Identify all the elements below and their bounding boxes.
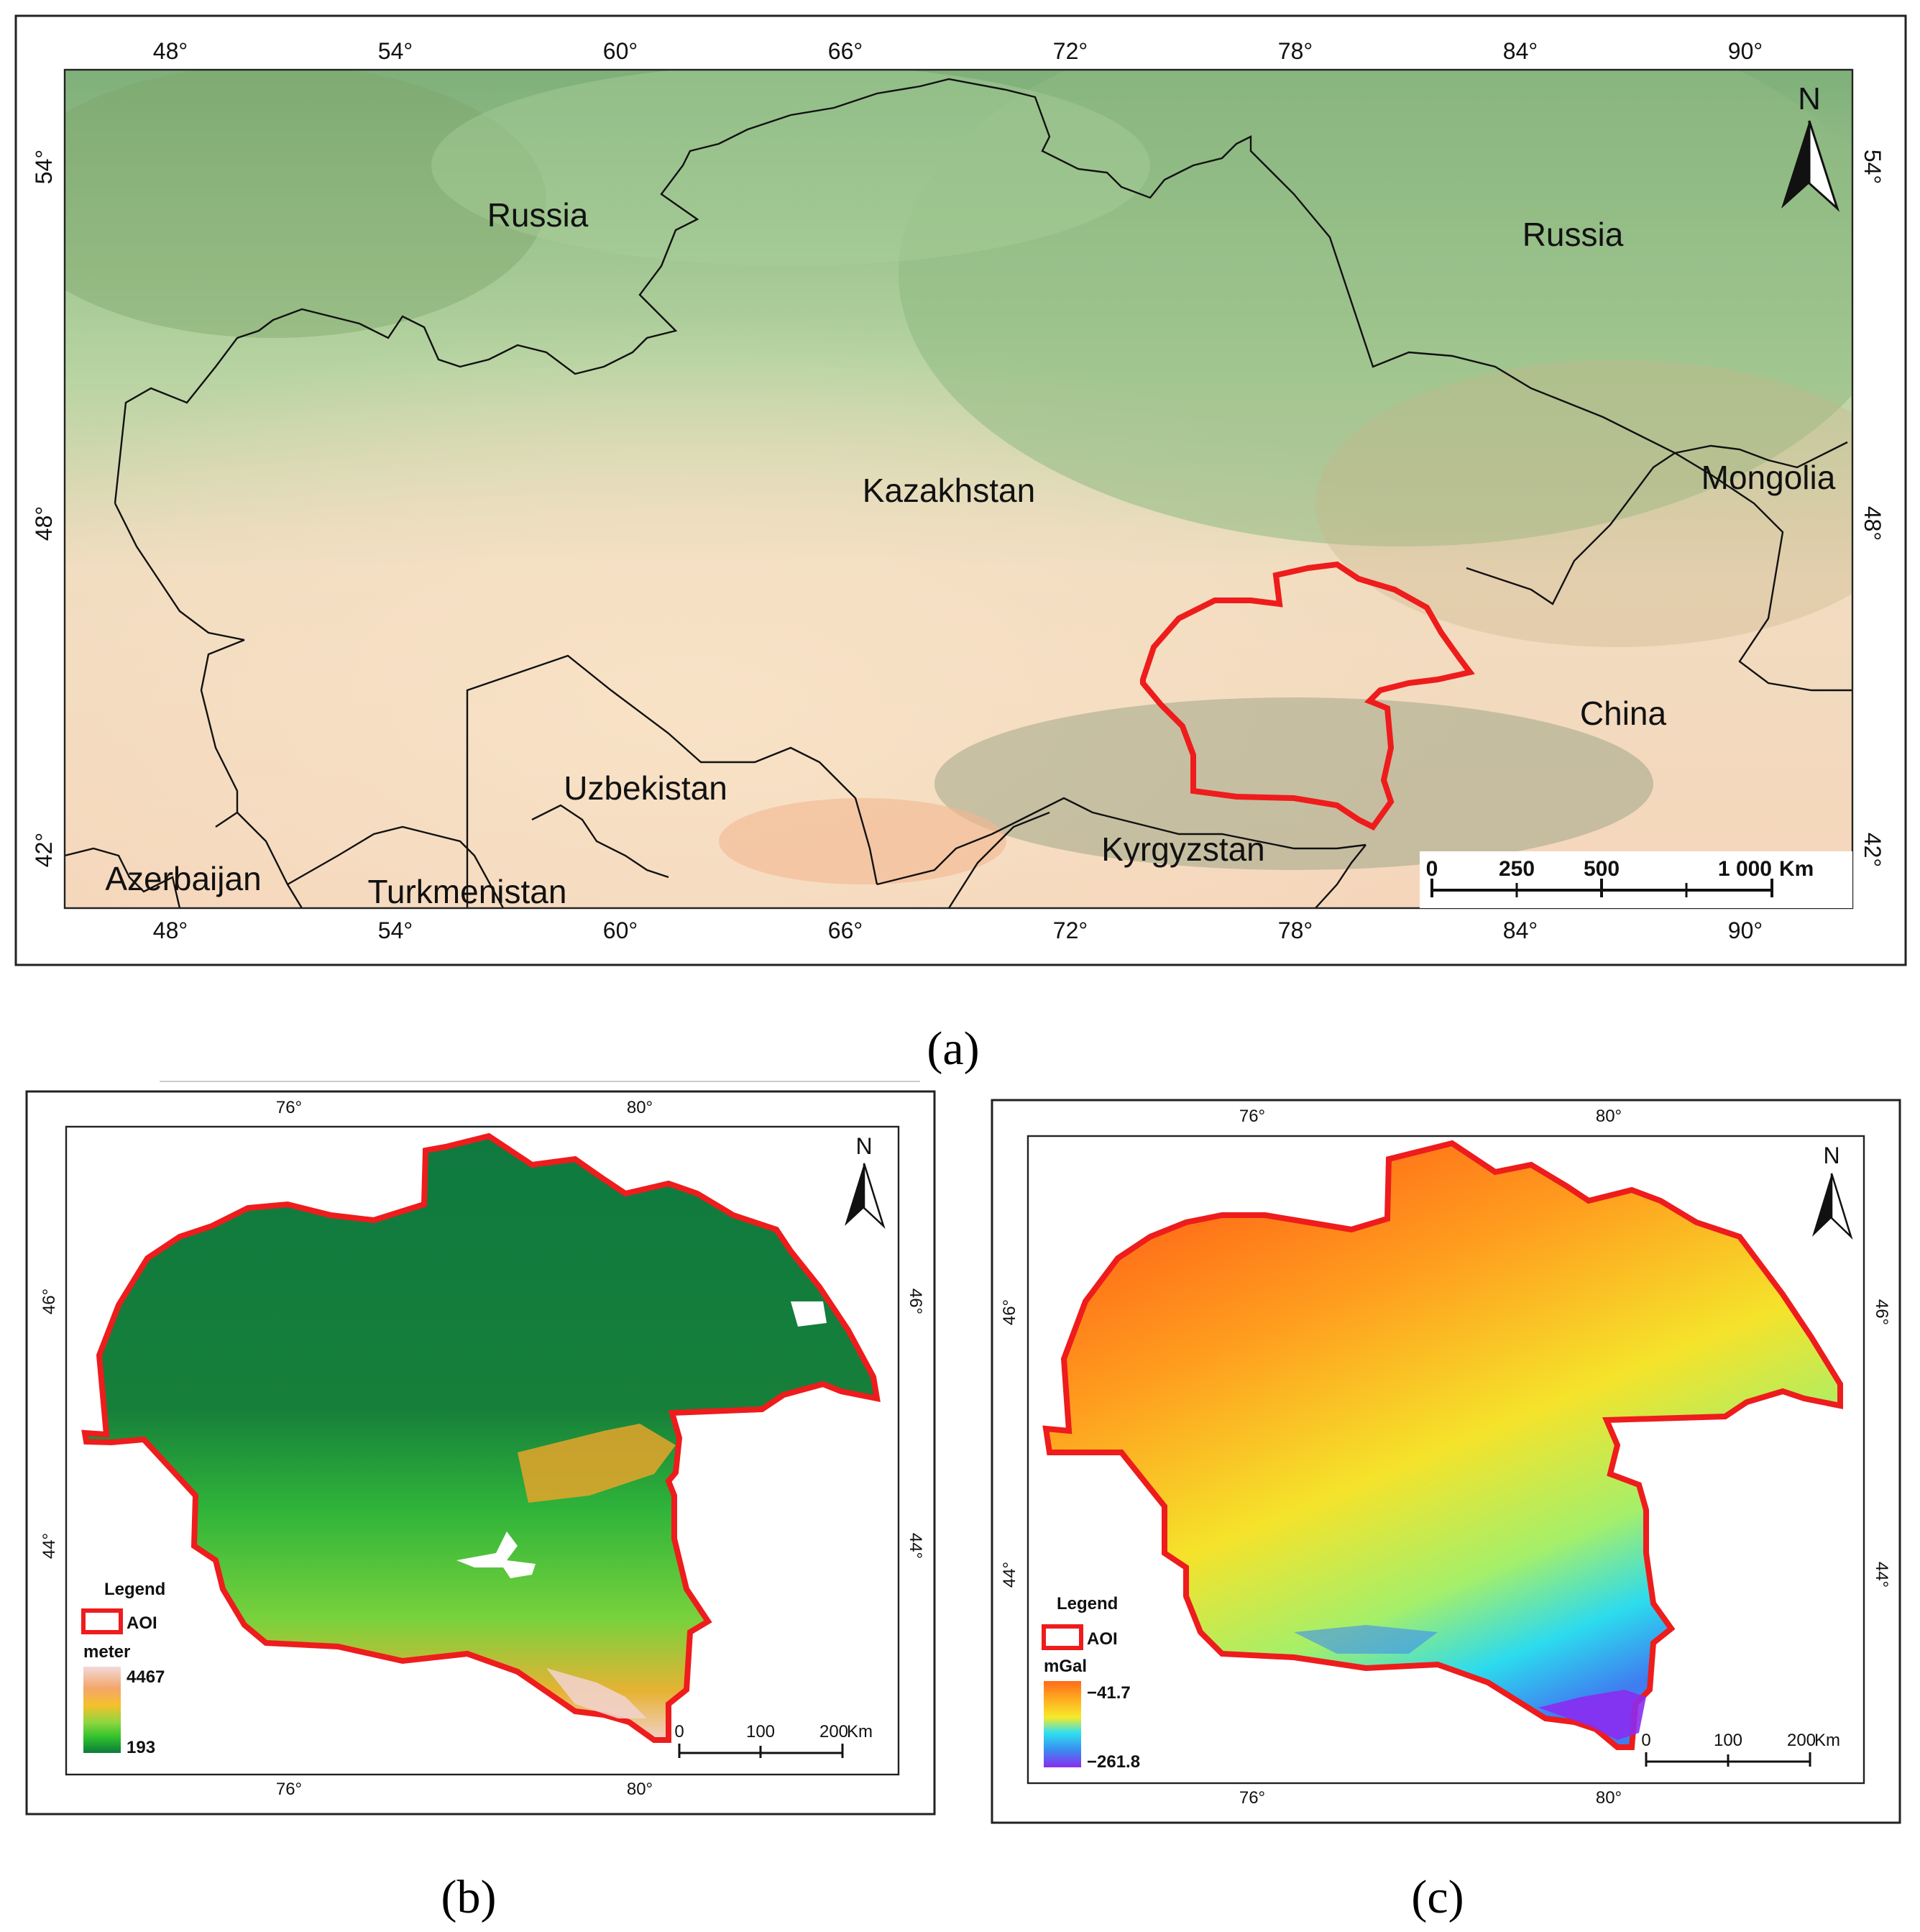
lon-label: 60° — [603, 917, 638, 943]
lon-label: 54° — [378, 38, 413, 64]
lon-label: 72° — [1053, 38, 1088, 64]
svg-text:0: 0 — [674, 1722, 684, 1741]
svg-text:500: 500 — [1584, 857, 1620, 881]
svg-text:AOI: AOI — [1087, 1629, 1118, 1649]
lon-label: 80° — [1596, 1788, 1622, 1808]
lon-label: 72° — [1053, 917, 1088, 943]
svg-text:meter: meter — [83, 1642, 130, 1662]
country-label-russia: Russia — [487, 196, 589, 234]
scale-bar: 0 100 200 Km — [674, 1722, 873, 1758]
aoi-gravity-anomaly — [1042, 1140, 1843, 1750]
panel-a: 48° 54° 60° 66° 72° 78° 84° 90° 48° 54° … — [14, 14, 1907, 1075]
lon-label: 80° — [1596, 1107, 1622, 1126]
lon-label: 76° — [1239, 1788, 1265, 1808]
svg-text:100: 100 — [1714, 1731, 1742, 1750]
svg-text:mGal: mGal — [1044, 1657, 1087, 1676]
svg-text:Km: Km — [847, 1722, 873, 1741]
caption-a: (a) — [927, 1022, 979, 1075]
elevation-color-ramp — [83, 1667, 121, 1753]
lat-label: 44° — [906, 1533, 925, 1559]
gravity-color-ramp — [1044, 1681, 1081, 1767]
lat-label: 44° — [1000, 1562, 1019, 1588]
aoi-elevation — [81, 1132, 881, 1743]
svg-text:Legend: Legend — [104, 1580, 165, 1599]
lon-label: 66° — [828, 917, 863, 943]
svg-text:250: 250 — [1499, 857, 1535, 881]
svg-text:0: 0 — [1641, 1731, 1650, 1750]
lat-label: 54° — [31, 150, 57, 184]
country-label-mongolia: Mongolia — [1701, 459, 1836, 496]
lon-label: 48° — [153, 917, 188, 943]
north-arrow: N — [1781, 81, 1840, 212]
svg-text:N: N — [1798, 81, 1821, 116]
svg-text:N: N — [855, 1133, 872, 1159]
aoi-swatch — [1042, 1624, 1083, 1650]
lat-label: 46° — [1000, 1299, 1019, 1325]
lat-label: 48° — [1860, 506, 1885, 541]
north-arrow: N — [1812, 1143, 1853, 1240]
country-label-kazakhstan: Kazakhstan — [863, 472, 1035, 509]
lon-label: 66° — [828, 38, 863, 64]
lat-label: 44° — [40, 1533, 59, 1559]
scale-bar: 0 100 200 Km — [1641, 1731, 1840, 1767]
aoi-swatch — [81, 1608, 123, 1634]
country-label-turkmenistan: Turkmenistan — [368, 873, 567, 910]
svg-text:100: 100 — [746, 1722, 775, 1741]
lon-label: 80° — [627, 1780, 653, 1799]
caption-b: (b) — [441, 1871, 497, 1923]
lat-label: 42° — [1860, 833, 1885, 867]
lon-label: 76° — [276, 1780, 302, 1799]
svg-text:200: 200 — [1787, 1731, 1816, 1750]
country-label-azerbaijan: Azerbaijan — [105, 860, 261, 897]
panel-b: 76° 80° 76° 80° 46° 44° 46° 44° N Legend… — [25, 1090, 936, 1923]
svg-text:N: N — [1823, 1143, 1839, 1168]
svg-text:AOI: AOI — [127, 1613, 157, 1633]
svg-text:4467: 4467 — [127, 1667, 165, 1687]
lon-label: 80° — [627, 1098, 653, 1117]
lon-label: 90° — [1728, 917, 1763, 943]
svg-text:193: 193 — [127, 1738, 155, 1757]
panel-c: 76° 80° 76° 80° 46° 44° 46° 44° N Legend… — [991, 1099, 1901, 1923]
lon-label: 78° — [1278, 38, 1313, 64]
lat-label: 42° — [31, 833, 57, 867]
country-label-uzbekistan: Uzbekistan — [564, 769, 727, 807]
lon-label: 84° — [1503, 917, 1538, 943]
legend: Legend AOI mGal −41.7 −261.8 — [1042, 1594, 1140, 1772]
lat-label: 46° — [1872, 1299, 1891, 1325]
lon-label: 90° — [1728, 38, 1763, 64]
country-label-china: China — [1580, 695, 1667, 732]
lon-label: 84° — [1503, 38, 1538, 64]
country-label-russia: Russia — [1522, 216, 1624, 253]
country-labels: Russia Russia Kazakhstan Mongolia China … — [105, 196, 1835, 910]
aoi-outline — [1140, 561, 1475, 831]
svg-text:−41.7: −41.7 — [1087, 1683, 1131, 1703]
country-label-kyrgyzstan: Kyrgyzstan — [1101, 830, 1265, 868]
legend: Legend AOI meter 4467 193 — [81, 1580, 165, 1757]
north-arrow: N — [845, 1133, 886, 1230]
svg-text:1 000: 1 000 — [1718, 857, 1772, 881]
lon-label: 48° — [153, 38, 188, 64]
lon-label: 60° — [603, 38, 638, 64]
lon-label: 54° — [378, 917, 413, 943]
lon-label: 76° — [276, 1098, 302, 1117]
lat-label: 44° — [1872, 1562, 1891, 1588]
svg-text:Km: Km — [1779, 857, 1814, 881]
lat-label: 46° — [906, 1288, 925, 1314]
caption-c: (c) — [1411, 1871, 1464, 1923]
panel-a-graticule-labels: 48° 54° 60° 66° 72° 78° 84° 90° 48° 54° … — [31, 38, 1885, 943]
svg-text:−261.8: −261.8 — [1087, 1752, 1140, 1772]
lat-label: 48° — [31, 506, 57, 541]
scale-bar: 0 250 500 1 000 Km — [1420, 851, 1852, 908]
lon-label: 78° — [1278, 917, 1313, 943]
svg-text:Legend: Legend — [1057, 1594, 1118, 1613]
lon-label: 76° — [1239, 1107, 1265, 1126]
lat-label: 46° — [40, 1288, 59, 1314]
svg-text:200: 200 — [819, 1722, 848, 1741]
country-borders — [65, 78, 1852, 908]
lat-label: 54° — [1860, 150, 1885, 184]
svg-text:0: 0 — [1426, 857, 1438, 881]
svg-text:Km: Km — [1814, 1731, 1840, 1750]
